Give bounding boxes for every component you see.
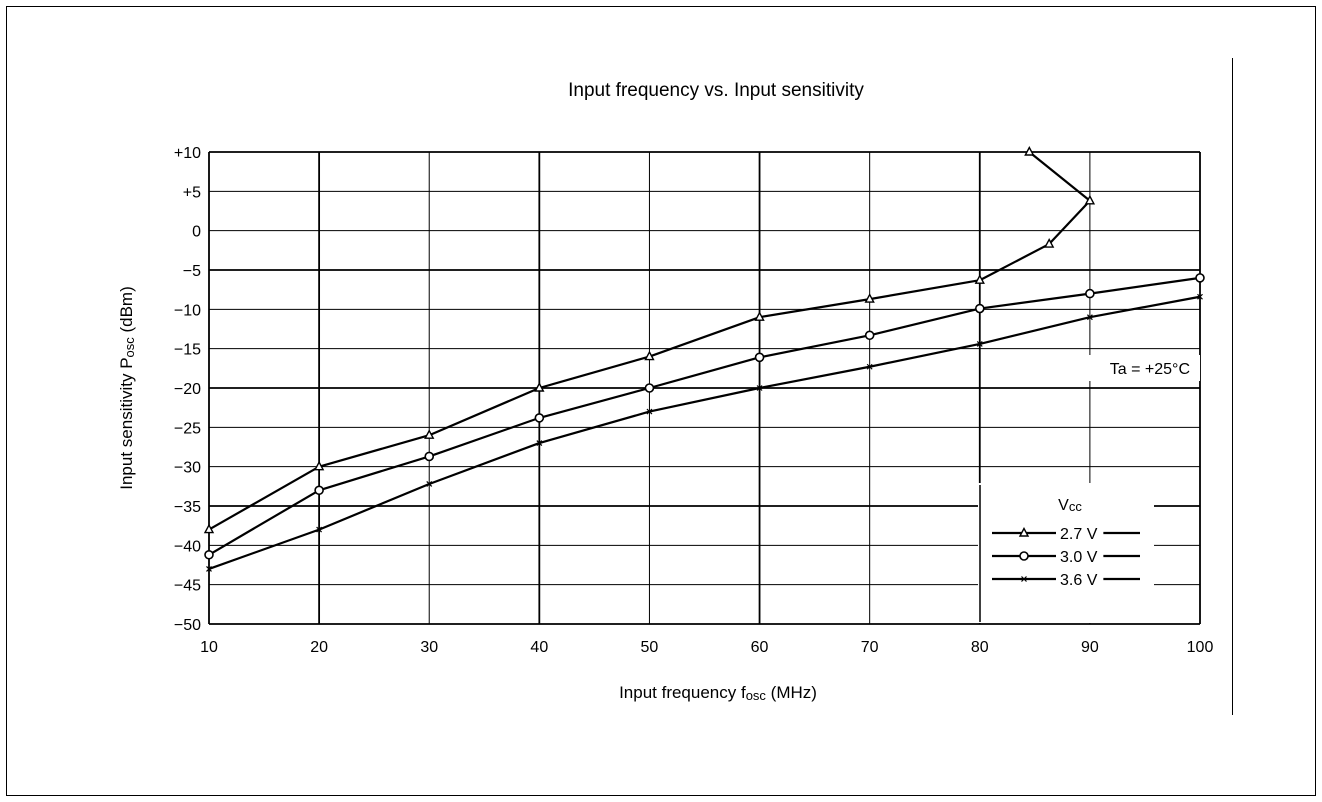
- annotation-box: Ta = +25°C: [1060, 355, 1200, 381]
- series-line-cross: [208, 295, 1201, 570]
- data-point-circle: [1195, 273, 1205, 283]
- y-tick-label: −10: [174, 302, 201, 319]
- x-axis-label-sub: osc: [746, 688, 767, 703]
- data-point-circle: [1085, 288, 1095, 299]
- x-tick-labels: 10 20 30 40 50 60 70 80 90 100: [200, 639, 1213, 656]
- y-tick-label: −45: [174, 578, 201, 595]
- temperature-annotation: Ta = +25°C: [1110, 361, 1190, 378]
- data-point-triangle: [1024, 146, 1035, 156]
- data-point-triangle: [1084, 194, 1096, 205]
- x-tick-label: 10: [200, 639, 218, 656]
- legend-marker-cross: [1021, 576, 1027, 582]
- series-cross: [206, 293, 1203, 572]
- data-point-triangle: [534, 382, 545, 392]
- data-point-triangle: [424, 429, 435, 439]
- data-point-cross: [976, 341, 983, 347]
- data-point-cross: [206, 566, 212, 572]
- x-tick-label: 100: [1187, 639, 1214, 656]
- legend-title: Vcc: [1058, 497, 1082, 514]
- side-rule: [1232, 58, 1233, 715]
- y-tick-label: −25: [174, 420, 201, 437]
- y-axis-label-unit: (dBm): [117, 286, 136, 337]
- data-point-triangle: [864, 293, 875, 303]
- y-tick-label: −5: [183, 263, 201, 280]
- figure-frame: [6, 6, 1316, 796]
- y-axis-label-main: Input sensitivity P: [117, 357, 136, 489]
- y-axis-label-sub: osc: [122, 337, 137, 358]
- legend-marker-circle: [1019, 551, 1029, 561]
- x-tick-label: 90: [1081, 639, 1099, 656]
- y-tick-label: −35: [174, 499, 201, 516]
- x-tick-label: 80: [971, 639, 989, 656]
- y-tick-label: −30: [174, 460, 201, 477]
- data-point-circle: [644, 383, 655, 393]
- data-point-circle: [864, 330, 875, 341]
- legend-item-triangle: 2.7 V: [992, 526, 1140, 543]
- legend-label: 2.7 V: [1060, 526, 1098, 543]
- series-triangle: [203, 146, 1096, 534]
- y-tick-label: +10: [174, 145, 201, 162]
- data-point-cross: [316, 526, 323, 533]
- data-point-cross: [536, 440, 543, 446]
- data-point-triangle: [313, 460, 325, 471]
- data-point-circle: [974, 303, 985, 314]
- series-circle: [204, 273, 1205, 560]
- data-point-triangle: [644, 350, 655, 361]
- legend-marker-triangle: [1018, 527, 1030, 537]
- x-axis-label: Input frequency fosc (MHz): [619, 683, 817, 703]
- data-point-triangle: [1043, 238, 1055, 248]
- data-point-cross: [1086, 314, 1093, 321]
- y-axis-label: Input sensitivity Posc (dBm): [117, 286, 137, 490]
- x-tick-label: 60: [751, 639, 769, 656]
- legend-title-sub: cc: [1069, 499, 1083, 514]
- x-tick-label: 40: [530, 639, 548, 656]
- data-point-triangle: [974, 274, 985, 284]
- data-point-cross: [426, 481, 433, 487]
- data-point-cross: [756, 385, 763, 391]
- legend-label: 3.0 V: [1060, 549, 1098, 566]
- data-point-circle: [534, 413, 545, 423]
- y-tick-label: 0: [192, 224, 201, 241]
- y-tick-label: −20: [174, 381, 201, 398]
- x-tick-label: 50: [641, 639, 659, 656]
- legend-title-main: V: [1058, 497, 1069, 514]
- y-tick-label: −50: [174, 617, 201, 634]
- series-line-circle: [208, 276, 1201, 556]
- data-point-circle: [204, 549, 214, 560]
- y-tick-labels: +10 +5 0 −5 −10 −15 −20 −25 −30 −35 −40 −45 −50: [174, 145, 201, 634]
- y-tick-label: −40: [174, 538, 201, 555]
- x-axis-label-main: Input frequency f: [619, 683, 746, 702]
- data-point-cross: [1197, 293, 1203, 300]
- y-tick-label: −15: [174, 342, 201, 359]
- x-axis-label-unit: (MHz): [766, 683, 817, 702]
- x-tick-label: 30: [420, 639, 438, 656]
- chart-title: Input frequency vs. Input sensitivity: [568, 80, 864, 101]
- y-tick-label: +5: [183, 184, 201, 201]
- data-point-circle: [314, 485, 324, 496]
- legend-item-circle: 3.0 V: [992, 549, 1140, 566]
- legend-label: 3.6 V: [1060, 572, 1098, 589]
- data-point-triangle: [203, 523, 215, 534]
- legend-item-cross: 3.6 V: [992, 572, 1140, 589]
- data-point-circle: [754, 352, 765, 363]
- legend: Vcc 2.7 V 3.0 V 3.6 V: [978, 483, 1154, 623]
- data-point-cross: [646, 408, 653, 415]
- data-point-circle: [424, 451, 435, 462]
- x-tick-label: 20: [310, 639, 328, 656]
- series-layer: [203, 146, 1205, 572]
- data-point-cross: [866, 363, 873, 370]
- data-point-triangle: [754, 311, 765, 321]
- x-tick-label: 70: [861, 639, 879, 656]
- legend-items: 2.7 V 3.0 V 3.6 V: [992, 526, 1140, 589]
